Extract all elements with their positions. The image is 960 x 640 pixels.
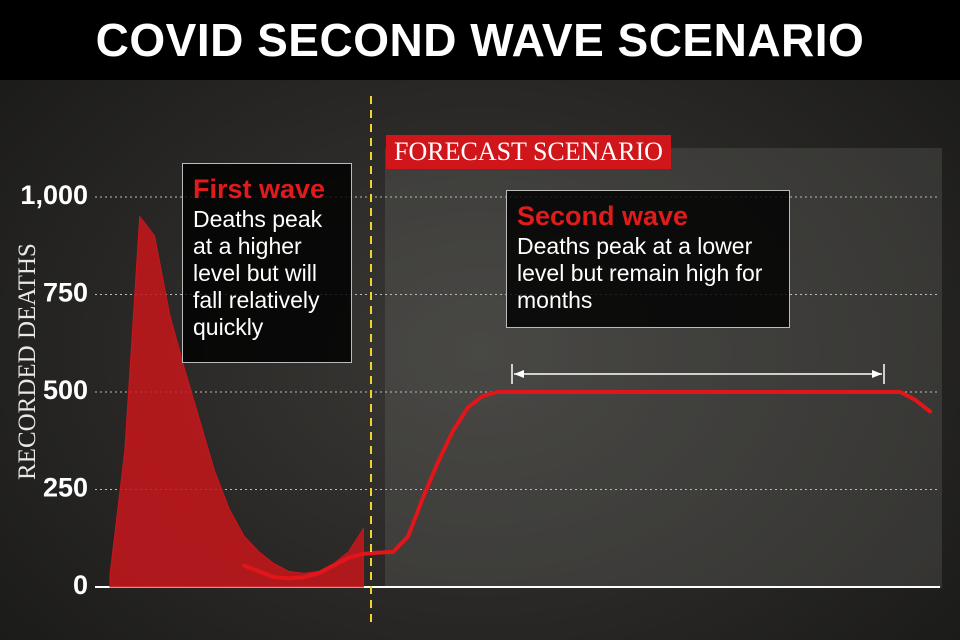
y-axis-label: RECORDED DEATHS xyxy=(14,243,41,480)
span-arrow xyxy=(511,364,885,384)
box-heading: First wave xyxy=(193,174,326,204)
box-text: Deaths peak at a lower level but remain … xyxy=(517,233,763,313)
y-tick-label: 0 xyxy=(73,570,88,600)
y-tick-label: 500 xyxy=(43,375,88,405)
area xyxy=(109,215,364,588)
y-tick-label: 250 xyxy=(43,473,88,503)
y-tick-label: 1,000 xyxy=(20,180,88,210)
second-wave-box: Second wave Deaths peak at a lower level… xyxy=(506,190,790,328)
box-text: Deaths peak at a higher level but will f… xyxy=(193,206,323,340)
y-tick-label: 750 xyxy=(43,278,88,308)
chart-title: COVID SECOND WAVE SCENARIO xyxy=(0,0,960,80)
box-heading: Second wave xyxy=(517,201,689,231)
forecast-label: FORECAST SCENARIO xyxy=(386,135,671,169)
line xyxy=(242,390,933,581)
first-wave-box: First wave Deaths peak at a higher level… xyxy=(182,163,352,363)
